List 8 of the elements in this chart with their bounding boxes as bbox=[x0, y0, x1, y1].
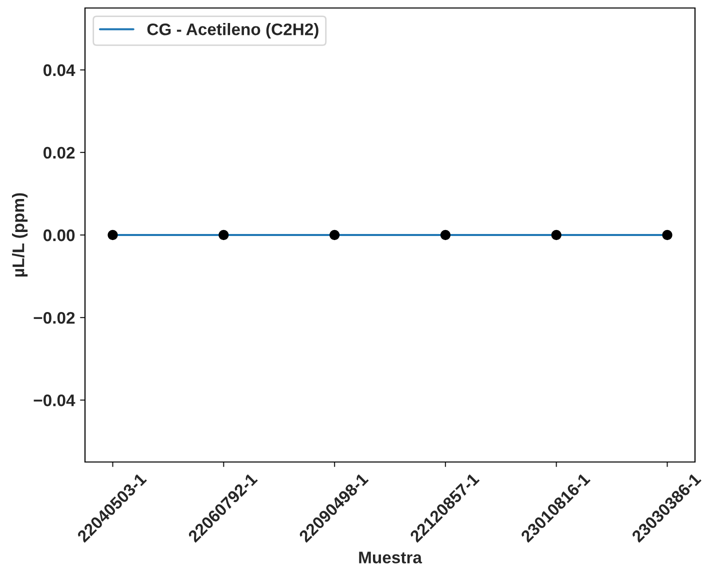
x-axis-title: Muestra bbox=[359, 552, 422, 564]
y-tick-label: 0.02 bbox=[44, 146, 75, 159]
y-tick-label: 0.00 bbox=[44, 229, 75, 242]
y-tick-label: −0.04 bbox=[34, 394, 76, 406]
y-tick-label: 0.04 bbox=[44, 64, 76, 76]
legend-label: CG - Acetileno (C2H2) bbox=[147, 23, 318, 39]
y-tick-label: −0.02 bbox=[34, 312, 75, 324]
y-axis-title: µL/L (ppm) bbox=[12, 193, 28, 277]
